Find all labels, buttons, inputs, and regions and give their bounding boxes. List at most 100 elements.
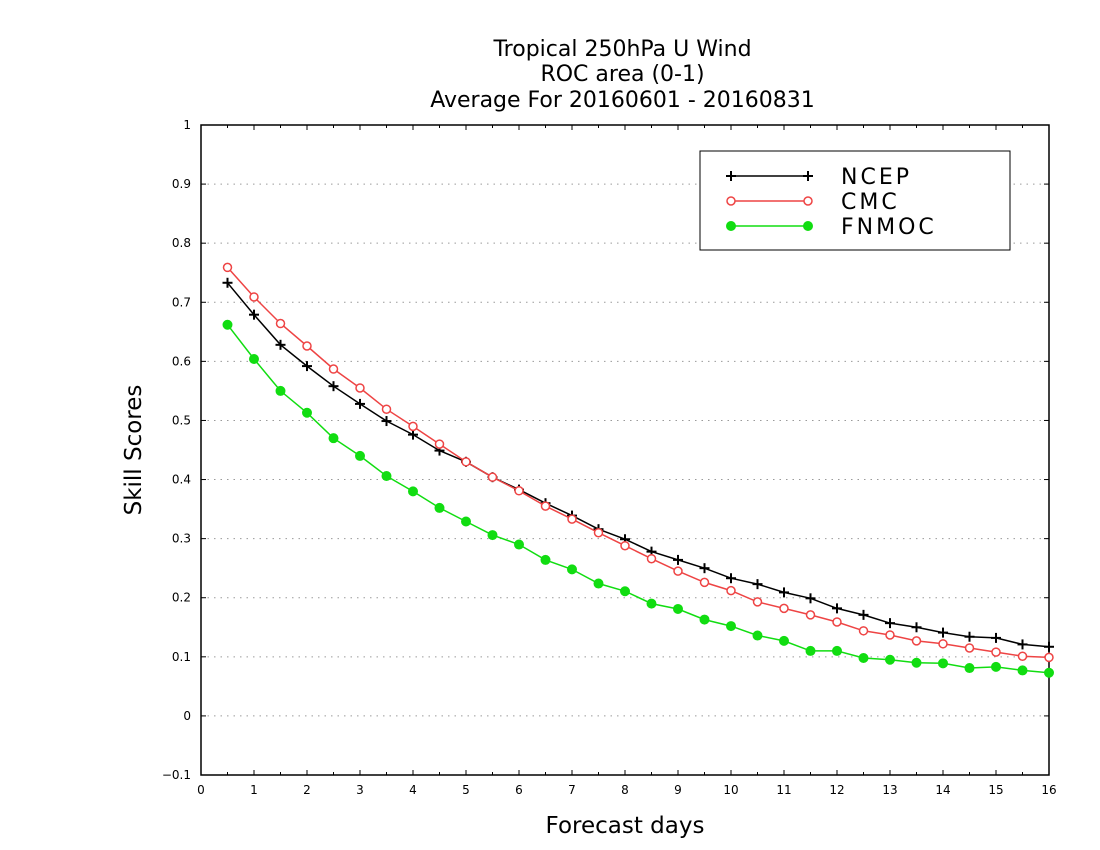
point-marker [620,540,630,551]
point-marker [646,553,657,564]
legend-label: FNMOC [841,215,937,240]
series-cmc [222,262,1054,663]
point-marker [355,383,365,393]
data-point [752,579,763,590]
x-tick-label: 12 [829,783,844,797]
chart-title: Tropical 250hPa U Wind [493,37,752,62]
data-point [275,339,286,350]
data-point [779,587,789,598]
point-marker [803,196,813,206]
point-marker [222,319,233,330]
point-marker [514,486,524,496]
series-ncep [222,277,1054,652]
point-marker [752,597,763,607]
point-marker [249,354,259,364]
point-marker [408,486,418,497]
data-point [885,630,895,640]
data-point [805,610,816,620]
data-point [885,618,895,629]
point-marker [938,639,948,649]
point-marker [752,630,763,641]
data-point [858,609,869,620]
data-point [514,486,524,496]
data-point [779,603,789,614]
point-marker [991,661,1001,672]
data-point [911,622,922,633]
data-point [726,585,736,596]
x-tick-label: 14 [935,783,950,797]
data-point [938,639,948,649]
legend-label: CMC [841,190,900,215]
series-line-fnmoc [226,324,1050,674]
data-point [1017,651,1028,661]
x-axis-title: Forecast days [546,813,705,839]
data-point [355,398,365,409]
chart-subtitle: ROC area (0-1) [540,62,705,87]
data-point [832,603,842,614]
data-point [964,643,975,653]
y-axis-title: Skill Scores [121,385,147,516]
data-point [567,564,577,575]
legend-entry-ncep: NCEP [726,165,909,190]
data-point [699,614,710,625]
data-point [964,663,975,674]
data-point [249,354,259,364]
point-marker [911,636,922,646]
point-marker [779,603,789,614]
series-fnmoc [222,319,1054,678]
data-point [408,486,418,497]
point-marker [381,471,392,481]
data-point [1044,641,1054,652]
point-marker [779,635,789,646]
point-marker [620,586,630,597]
x-tick-label: 15 [988,783,1003,797]
point-marker [355,450,365,461]
data-point [381,416,392,427]
data-point [938,627,948,638]
data-point [673,603,683,614]
data-point [487,530,498,541]
data-point [805,645,816,656]
data-point [540,501,551,511]
point-marker [461,457,471,467]
x-tick-label: 4 [409,783,417,797]
data-point [302,341,312,351]
x-tick-label: 7 [568,783,576,797]
point-marker [699,577,710,588]
data-point [593,578,604,589]
point-marker [673,566,683,576]
point-marker [832,617,842,627]
point-marker [275,385,286,396]
data-point [593,527,604,538]
data-point [461,457,471,467]
point-marker [699,614,710,625]
data-point [249,292,259,302]
point-marker [275,318,286,329]
x-tick-label: 9 [674,783,682,797]
data-point [805,593,816,604]
data-point [222,277,233,288]
data-point [752,630,763,641]
point-marker [1044,652,1054,663]
data-point [779,635,789,646]
x-tick-label: 10 [723,783,738,797]
data-point [381,404,392,414]
data-point [726,621,736,632]
point-marker [540,554,551,565]
point-marker [805,645,816,656]
data-point [302,407,312,418]
data-point [991,647,1001,657]
y-tick-label: −0.1 [162,768,191,782]
point-marker [911,657,922,668]
point-marker [487,530,498,541]
data-point [275,385,286,396]
data-point [1044,667,1054,678]
data-point [964,631,975,642]
data-point [991,632,1001,643]
data-point [911,636,922,646]
data-point [1017,665,1028,676]
data-point [752,597,763,607]
data-point [275,318,286,329]
data-point [461,516,471,527]
